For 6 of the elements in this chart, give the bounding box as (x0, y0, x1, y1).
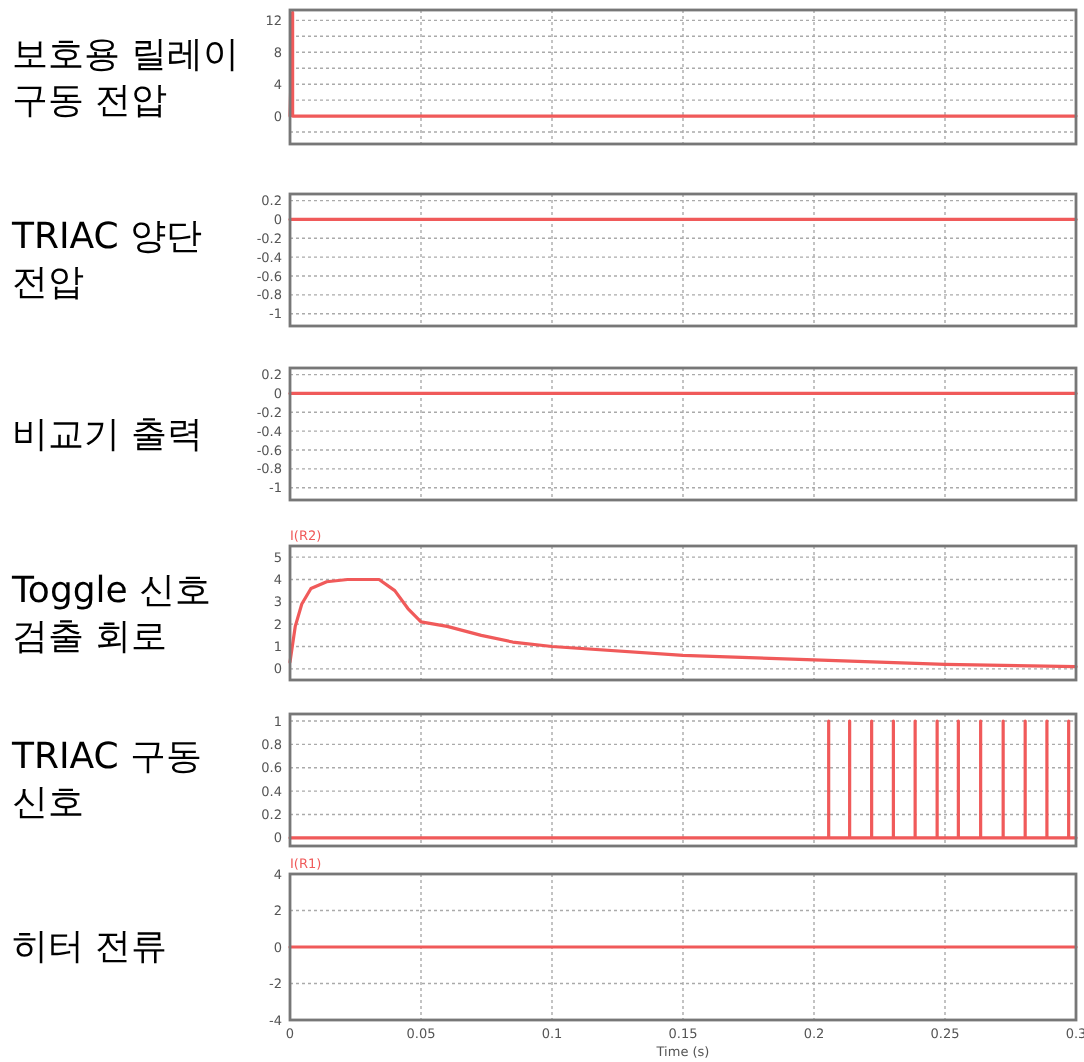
text: Toggle 신호 검출 회로 (12, 567, 214, 659)
text: TRIAC 구동 신호 (12, 736, 203, 824)
text: TRIAC 양단 전압 (12, 216, 203, 304)
text: 보호용 릴레이 구동 전압 (12, 31, 242, 123)
text: 비교기 출력 (12, 413, 204, 455)
text: 히터 전류 (12, 924, 170, 970)
